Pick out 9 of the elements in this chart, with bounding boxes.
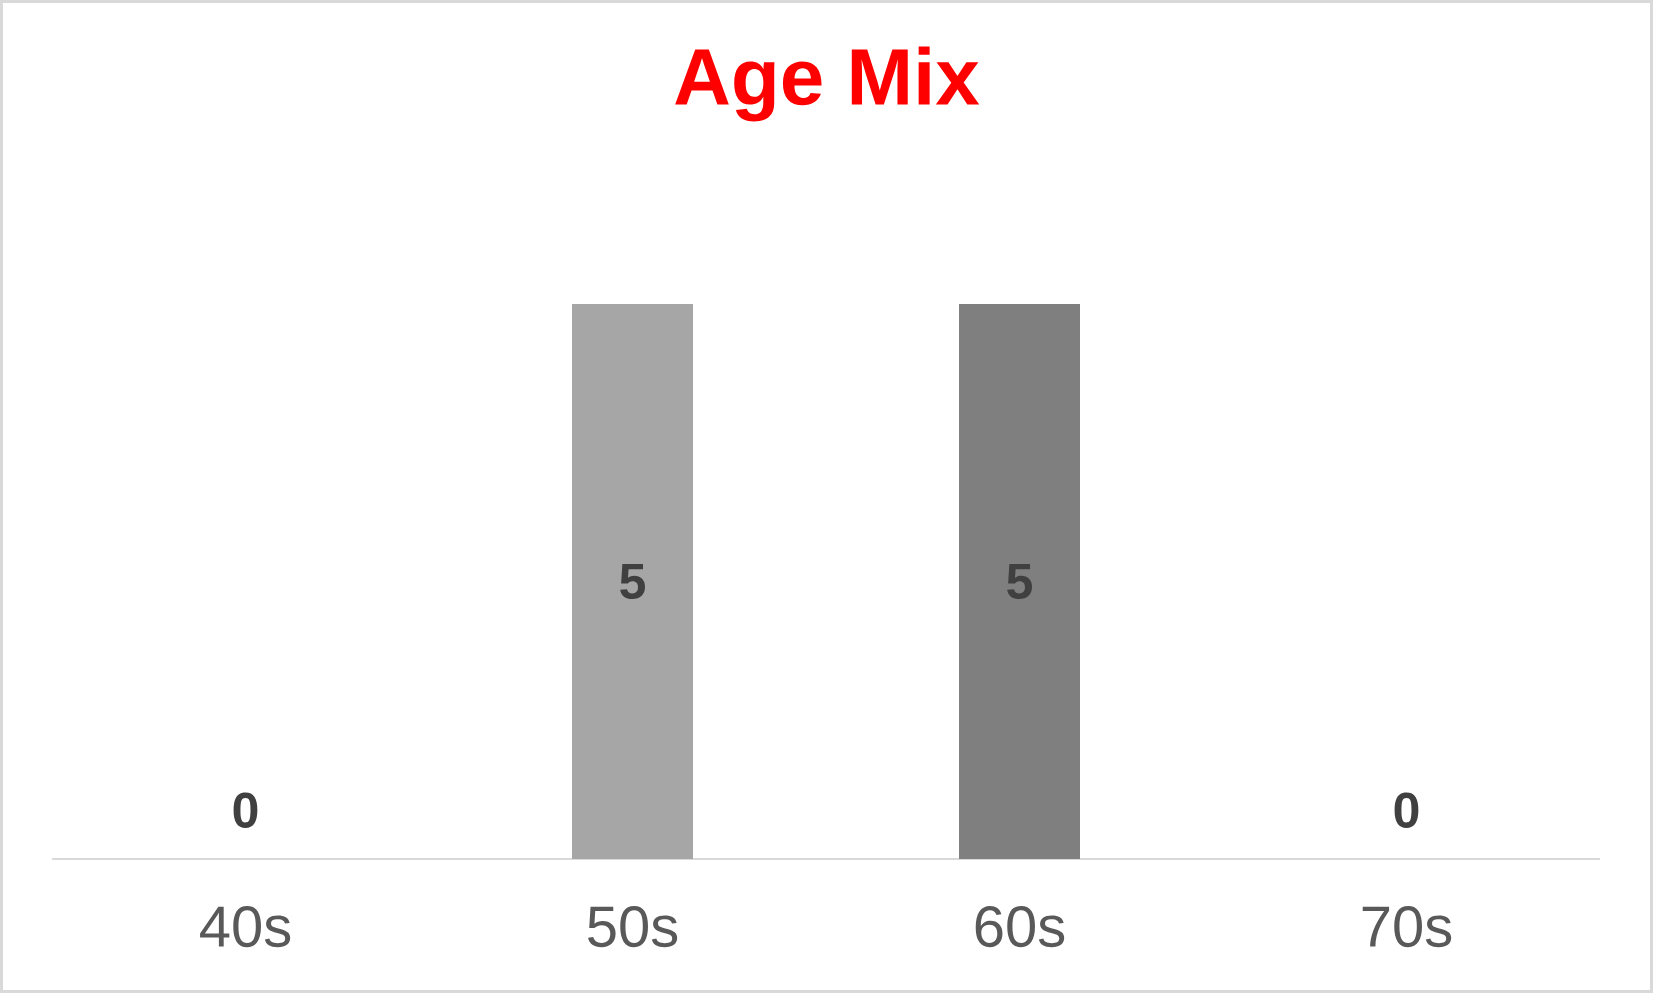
- x-tick-label: 70s: [1362, 906, 1452, 948]
- x-tick-label: 60s: [975, 906, 1065, 948]
- data-label: 0: [1394, 792, 1419, 828]
- x-tick-label: 50s: [588, 906, 678, 948]
- data-label: 5: [620, 564, 646, 599]
- data-label: 0: [233, 792, 258, 828]
- x-tick-label: 40s: [200, 906, 291, 948]
- chart-title: Age Mix: [675, 46, 980, 122]
- data-label: 5: [1007, 564, 1033, 599]
